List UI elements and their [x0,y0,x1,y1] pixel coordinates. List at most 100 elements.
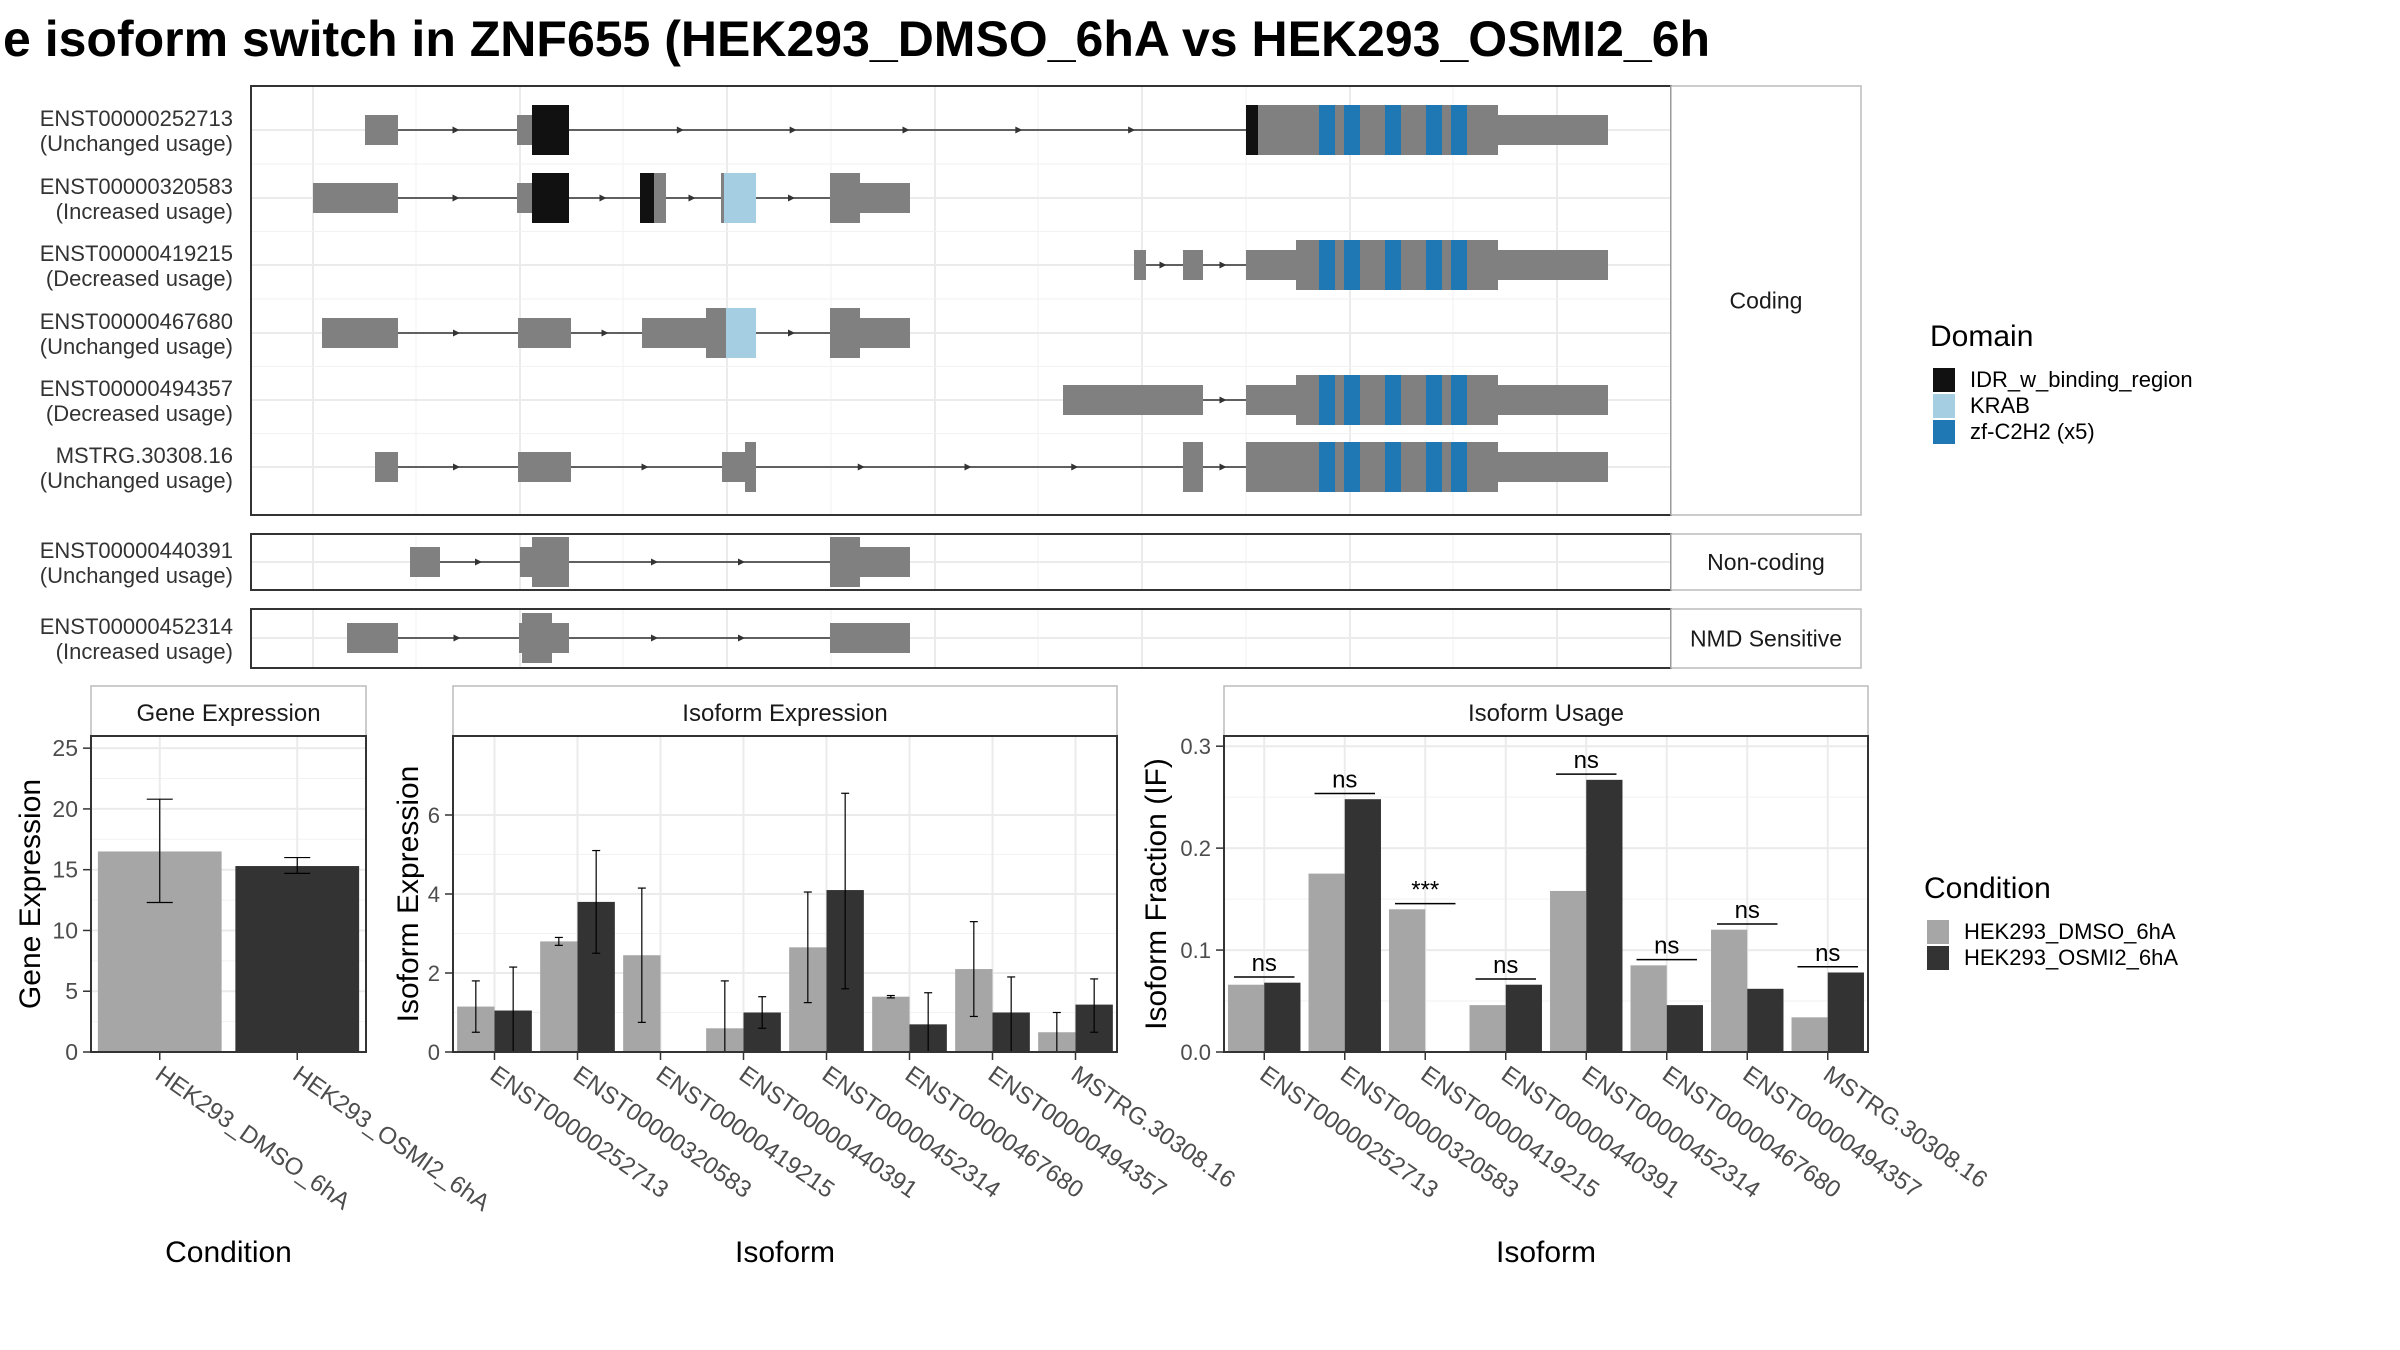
intron-arrow [601,329,609,337]
chart-strip [452,685,1118,737]
y-tick-label: 10 [52,917,78,943]
exon-block [860,183,910,213]
intron-arrow [789,126,797,134]
transcript-ENST00000252713: ENST00000252713(Unchanged usage) [40,105,1608,156]
exon-block [1134,250,1146,280]
intron-arrow [1159,261,1167,269]
exon-block [520,547,532,577]
exon-block [365,115,398,145]
chart-strip [1223,685,1869,737]
chart-strip [90,685,367,737]
y-tick-label: 25 [52,735,78,761]
exon-block [532,105,569,155]
exon-block [722,452,745,482]
exon-block [706,308,726,358]
intron-arrow [641,463,649,471]
exon-block [721,173,724,223]
condition-legend-key [1927,946,1949,970]
domain-legend-title: Domain [1930,320,2033,353]
chart-title: Isoform Expression [682,700,887,727]
transcript-ENST00000320583: ENST00000320583(Increased usage) [40,173,910,224]
transcript-usage-label: (Unchanged usage) [40,563,233,588]
significance-label: ns [1574,747,1599,774]
transcript-ENST00000419215: ENST00000419215(Decreased usage) [40,240,1608,291]
chart-title: Isoform Usage [1468,700,1624,727]
y-tick-label: 0 [428,1040,440,1065]
bar [1791,1017,1828,1052]
transcript-id-label: ENST00000419215 [40,241,233,266]
intron-arrow [599,194,607,202]
exon-block [552,623,569,653]
exon-block [642,318,706,348]
facet-strip-label: Coding [1730,288,1803,314]
exon-block [1246,105,1258,155]
transcript-ENST00000452314: ENST00000452314(Increased usage) [40,613,910,664]
transcript-id-label: ENST00000320583 [40,174,233,199]
transcript-usage-label: (Unchanged usage) [40,468,233,493]
exon-block [1246,250,1296,280]
bar [1228,984,1265,1052]
zf-domain-stripe [1451,375,1467,425]
plot-frame [90,735,367,1053]
zf-domain-stripe [1426,240,1442,290]
bar [1827,972,1864,1052]
domain-legend-label: KRAB [1970,393,2030,418]
exon-block [410,547,440,577]
exon-block [522,613,552,663]
exon-block [322,318,398,348]
intron-arrow [676,126,684,134]
bar [1308,873,1345,1052]
zf-domain-stripe [1426,442,1442,492]
intron-arrow [453,634,461,642]
transcript-usage-label: (Unchanged usage) [40,131,233,156]
zf-domain-stripe [1319,375,1335,425]
transcript-id-label: ENST00000452314 [40,614,233,639]
exon-block [830,173,860,223]
transcript-structure-panel: ENST00000252713(Unchanged usage) ENST0000… [40,85,1862,669]
transcript-id-label: ENST00000494357 [40,376,233,401]
exon-block [313,183,398,213]
structure-facet-1: ENST00000252713(Unchanged usage) ENST0000… [40,85,1862,516]
significance-label: ns [1735,897,1760,924]
zf-domain-stripe [1385,240,1401,290]
transcript-usage-label: (Unchanged usage) [40,334,233,359]
exon-block [518,452,571,482]
zf-domain-stripe [1426,375,1442,425]
figure-title: e isoform switch in ZNF655 (HEK293_DMSO_… [3,11,1710,67]
x-axis-title: Isoform [735,1236,835,1269]
condition-legend-label: HEK293_DMSO_6hA [1964,919,2176,944]
intron-arrow [452,194,460,202]
intron-arrow [453,329,460,337]
intron-arrow [651,634,658,642]
domain-legend-key [1933,394,1955,418]
transcript-id-label: ENST00000467680 [40,309,233,334]
bar [540,941,578,1052]
exon-block [1246,385,1296,415]
transcript-usage-label: (Increased usage) [56,639,233,664]
domain-legend-key [1933,368,1955,392]
bar [1630,965,1667,1052]
zf-domain-stripe [1344,442,1360,492]
exon-block [830,623,910,653]
bar [1264,982,1301,1052]
x-axis-title: Isoform [1496,1236,1596,1269]
intron-arrow [688,194,696,202]
transcript-usage-label: (Decreased usage) [46,266,233,291]
transcript-id-label: ENST00000440391 [40,538,233,563]
exon-block [1183,250,1203,280]
significance-label: ns [1332,767,1357,794]
zf-domain-stripe [1451,105,1467,155]
exon-block [1183,442,1203,492]
exon-block [517,183,532,213]
facet-strip-label: NMD Sensitive [1690,626,1842,652]
intron-arrow [902,126,910,134]
zf-domain-stripe [1344,240,1360,290]
chart-2: Isoform Expression0246ENST00000252713ENS… [392,685,1240,1269]
exon-block [724,173,756,223]
y-axis-title: Isoform Fraction (IF) [1140,758,1173,1030]
intron-arrow [788,329,795,337]
x-axis-title: Condition [165,1236,292,1269]
bar [872,996,910,1052]
exon-block [518,318,571,348]
